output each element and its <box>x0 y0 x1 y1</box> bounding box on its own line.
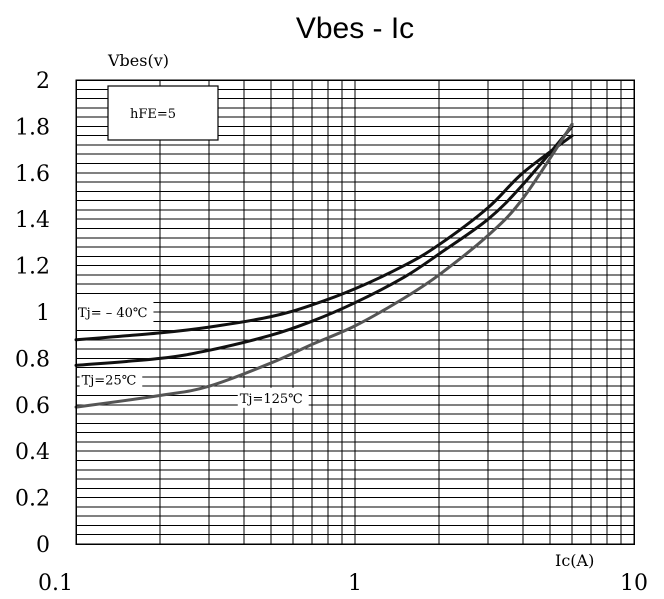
y-tick-label: 1.8 <box>15 115 50 140</box>
series-line <box>74 124 574 367</box>
series-label: Tj=125℃ <box>237 387 309 408</box>
condition-box-frame <box>107 85 219 141</box>
y-tick-label: 0 <box>36 533 50 558</box>
series-line <box>74 134 574 342</box>
x-tick-label: 10 <box>620 571 648 596</box>
y-tick-label: 1.4 <box>15 208 50 233</box>
y-tick-label: 0.6 <box>15 394 50 419</box>
chart-title: Vbes - Ic <box>296 12 414 45</box>
plot-frame <box>75 79 635 545</box>
series-line <box>74 122 574 409</box>
series-label: Tj=25℃ <box>79 369 143 390</box>
condition-label: hFE=5 <box>130 107 176 122</box>
y-tick-label: 0.4 <box>15 440 50 465</box>
x-axis-label: Ic(A) <box>555 551 594 570</box>
y-tick-labels: 0 0.2 0.4 0.6 0.8 1 1.2 1.4 1.6 1.8 2 <box>15 69 50 558</box>
y-tick-label: 0.2 <box>15 487 50 512</box>
x-tick-labels: 0.1 1 10 <box>38 571 648 596</box>
series-label-text: Tj=25℃ <box>82 373 137 388</box>
y-tick-label: 0.8 <box>15 347 50 372</box>
condition-box: hFE=5 <box>107 85 219 141</box>
x-tick-label: 0.1 <box>38 571 73 596</box>
series-label-bg <box>237 387 309 408</box>
x-tick-label: 1 <box>348 571 362 596</box>
series-label: Tj= – 40℃ <box>76 302 154 322</box>
series-label-bg <box>79 369 143 390</box>
y-axis-label: Vbes(v) <box>107 51 169 70</box>
y-tick-label: 2 <box>36 69 50 94</box>
y-tick-label: 1 <box>36 301 50 326</box>
data-series <box>74 122 574 409</box>
series-label-bg <box>76 302 154 322</box>
series-label-text: Tj= – 40℃ <box>78 306 147 321</box>
series-labels: Tj= – 40℃ Tj=25℃ Tj=125℃ <box>76 302 309 408</box>
y-tick-label: 1.6 <box>15 162 50 187</box>
series-label-text: Tj=125℃ <box>240 392 303 407</box>
grid-lines <box>76 80 634 544</box>
y-tick-label: 1.2 <box>15 255 50 280</box>
